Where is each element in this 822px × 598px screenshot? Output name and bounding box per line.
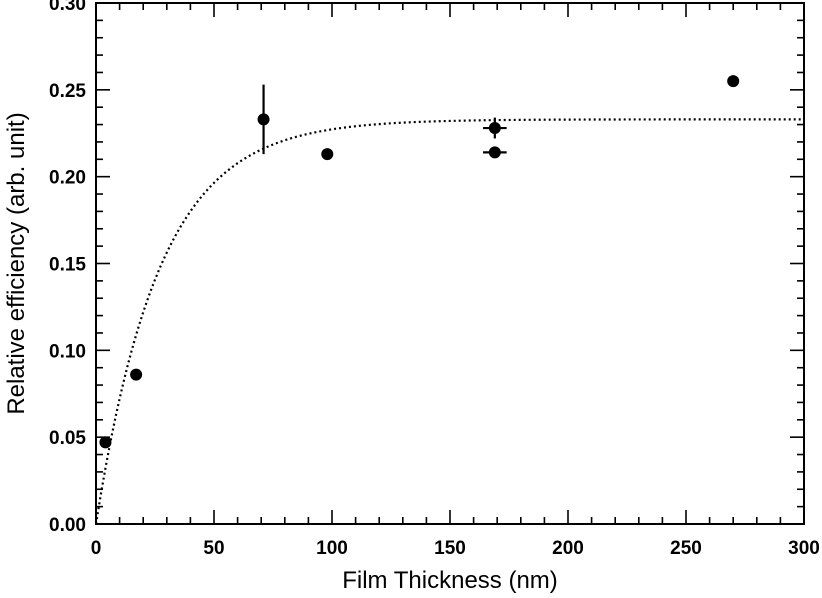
x-tick-label: 150	[434, 538, 466, 559]
data-point	[257, 113, 270, 126]
y-tick-label: 0.05	[49, 428, 86, 449]
fit-curve	[94, 118, 804, 525]
y-tick-label: 0.30	[49, 0, 86, 15]
data-point	[99, 436, 112, 449]
data-point	[488, 122, 501, 135]
y-tick-label: 0.25	[49, 81, 86, 102]
x-tick-label: 300	[788, 538, 820, 559]
y-tick-label: 0.00	[49, 515, 86, 536]
x-tick-label: 100	[316, 538, 348, 559]
y-tick-label: 0.20	[49, 168, 86, 189]
y-axis-label: Relative efficiency (arb. unit)	[3, 112, 30, 414]
y-tick-label: 0.15	[49, 255, 86, 276]
data-point	[727, 75, 740, 88]
x-tick-label: 0	[91, 538, 102, 559]
plot-frame	[95, 2, 805, 525]
data-point	[321, 148, 334, 161]
x-tick-label: 200	[552, 538, 584, 559]
x-tick-label: 50	[203, 538, 224, 559]
x-tick-label: 250	[670, 538, 702, 559]
data-point	[488, 146, 501, 159]
y-tick-label: 0.10	[49, 341, 86, 362]
x-axis-label: Film Thickness (nm)	[342, 567, 558, 594]
data-point	[130, 368, 143, 381]
